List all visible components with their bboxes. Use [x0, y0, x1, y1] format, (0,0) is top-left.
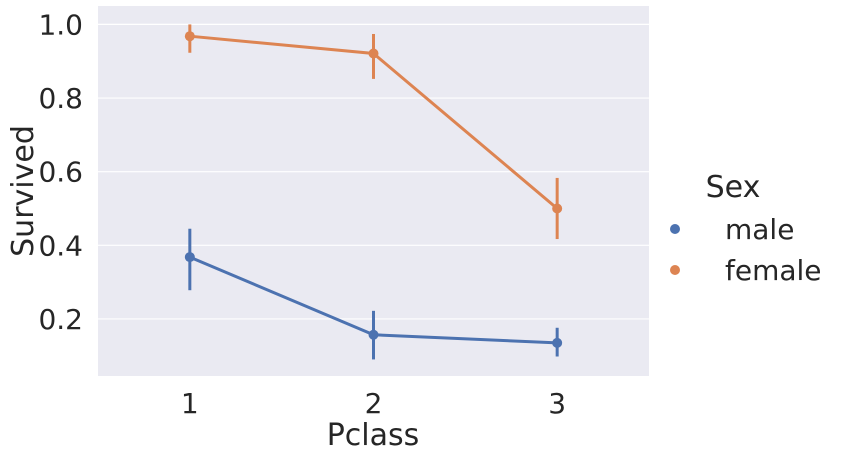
- y-tick-label: 0.4: [38, 229, 83, 262]
- y-axis-label: Survived: [6, 125, 41, 257]
- legend-label-male: male: [725, 213, 794, 246]
- data-point-female: [552, 203, 563, 214]
- data-point-female: [184, 31, 195, 42]
- y-tick-label: 0.2: [38, 303, 83, 336]
- data-point-male: [184, 252, 195, 263]
- legend-title: Sex: [706, 170, 761, 205]
- x-tick-label: 2: [365, 387, 383, 420]
- legend-marker-male: [670, 224, 680, 234]
- series-male: [184, 228, 563, 360]
- x-tick-label: 1: [181, 387, 199, 420]
- x-tick-label: 3: [548, 387, 566, 420]
- x-axis-label: Pclass: [327, 418, 420, 453]
- legend-label-female: female: [725, 254, 822, 287]
- data-point-male: [368, 329, 379, 340]
- y-tick-label: 0.6: [38, 156, 83, 189]
- legend-marker-female: [670, 265, 680, 275]
- legend: Sex male female: [670, 170, 822, 287]
- y-tick-labels: 0.2 0.4 0.6 0.8 1.0: [38, 8, 83, 336]
- y-tick-label: 1.0: [38, 8, 83, 41]
- series-female: [184, 24, 563, 240]
- y-tick-label: 0.8: [38, 82, 83, 115]
- data-point-female: [368, 48, 379, 59]
- series-layer: [184, 24, 563, 360]
- data-point-male: [552, 337, 563, 348]
- x-tick-labels: 1 2 3: [181, 387, 566, 420]
